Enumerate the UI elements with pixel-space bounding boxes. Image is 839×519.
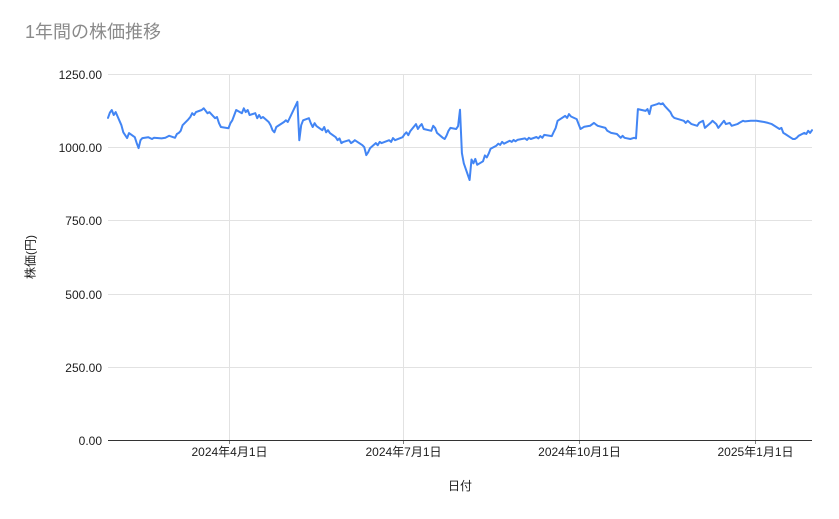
x-tick-label: 2024年4月1日 <box>191 445 268 459</box>
x-tick-label: 2025年1月1日 <box>717 445 794 459</box>
x-axis-title: 日付 <box>447 479 472 493</box>
x-tick-label: 2024年10月1日 <box>538 445 621 459</box>
y-tick-label: 1250.00 <box>58 67 102 82</box>
x-tick-label: 2024年7月1日 <box>365 445 442 459</box>
y-tick-label: 250.00 <box>65 360 102 375</box>
stock-price-line <box>107 100 813 181</box>
y-tick-label: 0.00 <box>78 433 102 448</box>
chart-title: 1年間の株価推移 <box>25 22 162 42</box>
y-axis-title: 株価(円) <box>23 235 38 279</box>
y-tick-label: 500.00 <box>65 287 102 302</box>
y-tick-label: 1000.00 <box>58 140 102 155</box>
y-tick-label: 750.00 <box>65 213 102 228</box>
